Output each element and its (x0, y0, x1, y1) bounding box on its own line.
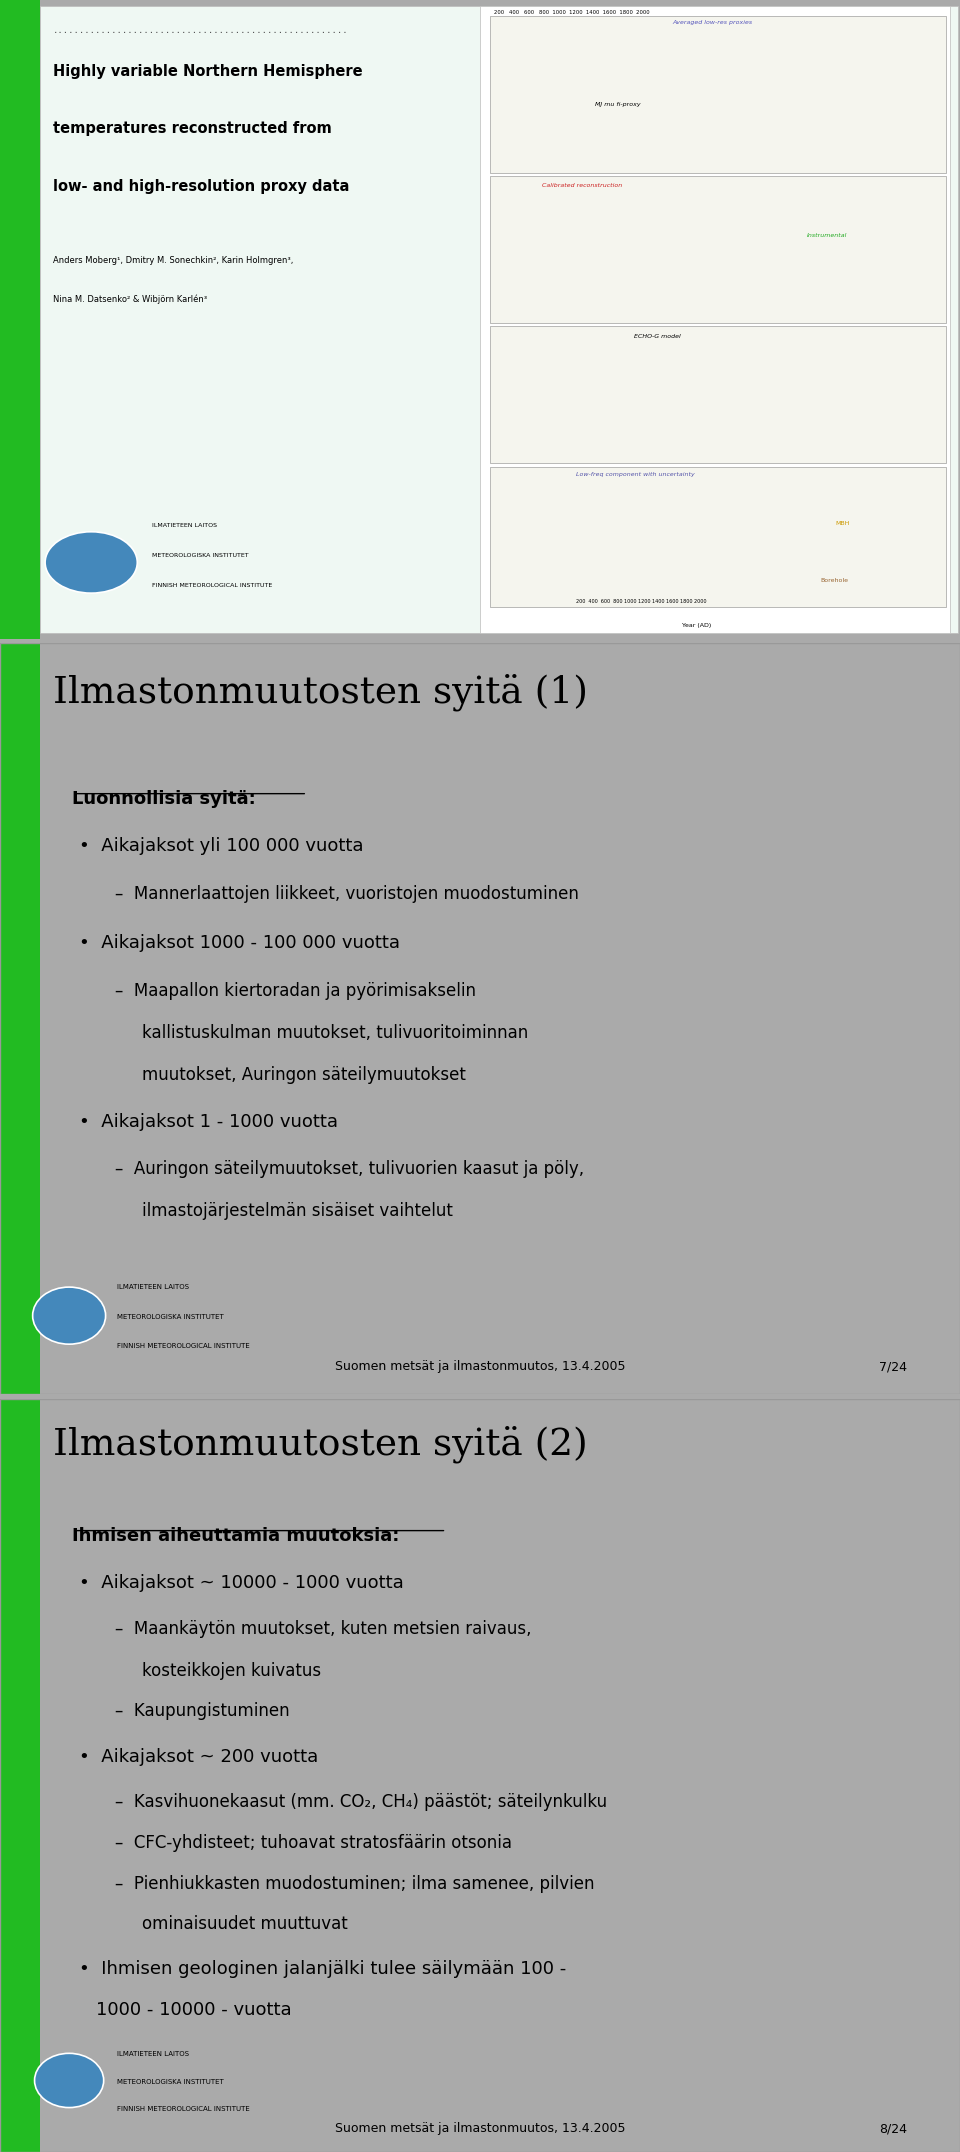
Circle shape (35, 2053, 104, 2107)
Text: –  Kaupungistuminen: – Kaupungistuminen (115, 1702, 290, 1719)
Text: .......................................................: ........................................… (53, 26, 348, 34)
Text: MBH: MBH (835, 521, 850, 525)
Text: •  Aikajaksot ~ 200 vuotta: • Aikajaksot ~ 200 vuotta (79, 1747, 318, 1765)
Text: MJ mu fi-proxy: MJ mu fi-proxy (595, 103, 641, 108)
Text: ILMATIETEEN LAITOS: ILMATIETEEN LAITOS (117, 1285, 189, 1291)
Text: –  Auringon säteilymuutokset, tulivuorien kaasut ja pöly,: – Auringon säteilymuutokset, tulivuorien… (115, 1160, 585, 1177)
Text: ILMATIETEEN LAITOS: ILMATIETEEN LAITOS (117, 2051, 189, 2057)
Text: 200  400  600  800 1000 1200 1400 1600 1800 2000: 200 400 600 800 1000 1200 1400 1600 1800… (576, 598, 707, 605)
Text: METEOROLOGISKA INSTITUTET: METEOROLOGISKA INSTITUTET (117, 2079, 224, 2085)
Text: Low-freq component with uncertainty: Low-freq component with uncertainty (576, 471, 695, 478)
Text: •  Aikajaksot yli 100 000 vuotta: • Aikajaksot yli 100 000 vuotta (79, 837, 363, 854)
Text: •  Aikajaksot 1 - 1000 vuotta: • Aikajaksot 1 - 1000 vuotta (79, 1113, 338, 1130)
Text: –  Mannerlaattojen liikkeet, vuoristojen muodostuminen: – Mannerlaattojen liikkeet, vuoristojen … (115, 884, 579, 904)
Bar (480, 6, 950, 633)
Text: FINNISH METEOROLOGICAL INSTITUTE: FINNISH METEOROLOGICAL INSTITUTE (117, 1343, 250, 1349)
Text: muutokset, Auringon säteilymuutokset: muutokset, Auringon säteilymuutokset (142, 1065, 466, 1085)
Text: Instrumental: Instrumental (806, 232, 847, 237)
Bar (490, 467, 946, 607)
Text: Calibrated reconstruction: Calibrated reconstruction (542, 183, 623, 187)
Text: •  Aikajaksot 1000 - 100 000 vuotta: • Aikajaksot 1000 - 100 000 vuotta (79, 934, 399, 951)
Text: Borehole: Borehole (821, 579, 849, 583)
Text: –  Pienhiukkasten muodostuminen; ilma samenee, pilvien: – Pienhiukkasten muodostuminen; ilma sam… (115, 1874, 594, 1894)
Text: –  Maapallon kiertoradan ja pyörimisakselin: – Maapallon kiertoradan ja pyörimisaksel… (115, 981, 476, 1001)
Text: FINNISH METEOROLOGICAL INSTITUTE: FINNISH METEOROLOGICAL INSTITUTE (152, 583, 272, 587)
Bar (490, 176, 946, 323)
Circle shape (33, 1287, 106, 1345)
Text: Ilmastonmuutosten syitä (2): Ilmastonmuutosten syitä (2) (53, 1425, 588, 1463)
Text: kallistuskulman muutokset, tulivuoritoiminnan: kallistuskulman muutokset, tulivuoritoim… (142, 1024, 528, 1042)
Bar (490, 15, 946, 172)
Text: Ilmastonmuutosten syitä (1): Ilmastonmuutosten syitä (1) (53, 674, 588, 710)
Text: 7/24: 7/24 (879, 1360, 907, 1373)
Circle shape (45, 532, 137, 594)
Text: 1000 - 10000 - vuotta: 1000 - 10000 - vuotta (96, 2001, 292, 2019)
Text: FINNISH METEOROLOGICAL INSTITUTE: FINNISH METEOROLOGICAL INSTITUTE (117, 2107, 250, 2113)
Text: ECHO-G model: ECHO-G model (634, 334, 681, 338)
Text: Suomen metsät ja ilmastonmuutos, 13.4.2005: Suomen metsät ja ilmastonmuutos, 13.4.20… (335, 2122, 625, 2135)
Text: kosteikkojen kuivatus: kosteikkojen kuivatus (142, 1661, 322, 1681)
Text: low- and high-resolution proxy data: low- and high-resolution proxy data (53, 179, 349, 194)
Text: Ihmisen aiheuttamia muutoksia:: Ihmisen aiheuttamia muutoksia: (72, 1528, 399, 1545)
Text: Nina M. Datsenko² & Wibjörn Karlén³: Nina M. Datsenko² & Wibjörn Karlén³ (53, 295, 207, 303)
Text: •  Aikajaksot ~ 10000 - 1000 vuotta: • Aikajaksot ~ 10000 - 1000 vuotta (79, 1573, 403, 1592)
Bar (0, 0, 40, 639)
Text: –  Maankäytön muutokset, kuten metsien raivaus,: – Maankäytön muutokset, kuten metsien ra… (115, 1620, 532, 1638)
Bar (490, 325, 946, 463)
Text: ominaisuudet muuttuvat: ominaisuudet muuttuvat (142, 1915, 348, 1932)
Text: Year (AD): Year (AD) (682, 622, 710, 628)
Text: •  Ihmisen geologinen jalanjälki tulee säilymään 100 -: • Ihmisen geologinen jalanjälki tulee sä… (79, 1960, 566, 1978)
Text: Anders Moberg¹, Dmitry M. Sonechkin², Karin Holmgren³,: Anders Moberg¹, Dmitry M. Sonechkin², Ka… (53, 256, 293, 265)
Text: ILMATIETEEN LAITOS: ILMATIETEEN LAITOS (152, 523, 217, 527)
Text: –  Kasvihuonekaasut (mm. CO₂, CH₄) päästöt; säteilynkulku: – Kasvihuonekaasut (mm. CO₂, CH₄) päästö… (115, 1793, 608, 1812)
Bar (0, 643, 40, 1394)
Text: 8/24: 8/24 (879, 2122, 907, 2135)
Text: –  CFC-yhdisteet; tuhoavat stratosfäärin otsonia: – CFC-yhdisteet; tuhoavat stratosfäärin … (115, 1834, 513, 1853)
Text: Luonnollisia syitä:: Luonnollisia syitä: (72, 790, 255, 807)
Text: Suomen metsät ja ilmastonmuutos, 13.4.2005: Suomen metsät ja ilmastonmuutos, 13.4.20… (335, 1360, 625, 1373)
Text: METEOROLOGISKA INSTITUTET: METEOROLOGISKA INSTITUTET (152, 553, 249, 557)
Text: Averaged low-res proxies: Averaged low-res proxies (672, 22, 752, 26)
Text: Highly variable Northern Hemisphere: Highly variable Northern Hemisphere (53, 65, 363, 80)
Text: 200   400   600   800  1000  1200  1400  1600  1800  2000: 200 400 600 800 1000 1200 1400 1600 1800… (494, 9, 650, 15)
Bar (0, 1399, 40, 2152)
Text: ilmastojärjestelmän sisäiset vaihtelut: ilmastojärjestelmän sisäiset vaihtelut (142, 1203, 453, 1220)
Text: METEOROLOGISKA INSTITUTET: METEOROLOGISKA INSTITUTET (117, 1315, 224, 1321)
Text: temperatures reconstructed from: temperatures reconstructed from (53, 121, 331, 136)
